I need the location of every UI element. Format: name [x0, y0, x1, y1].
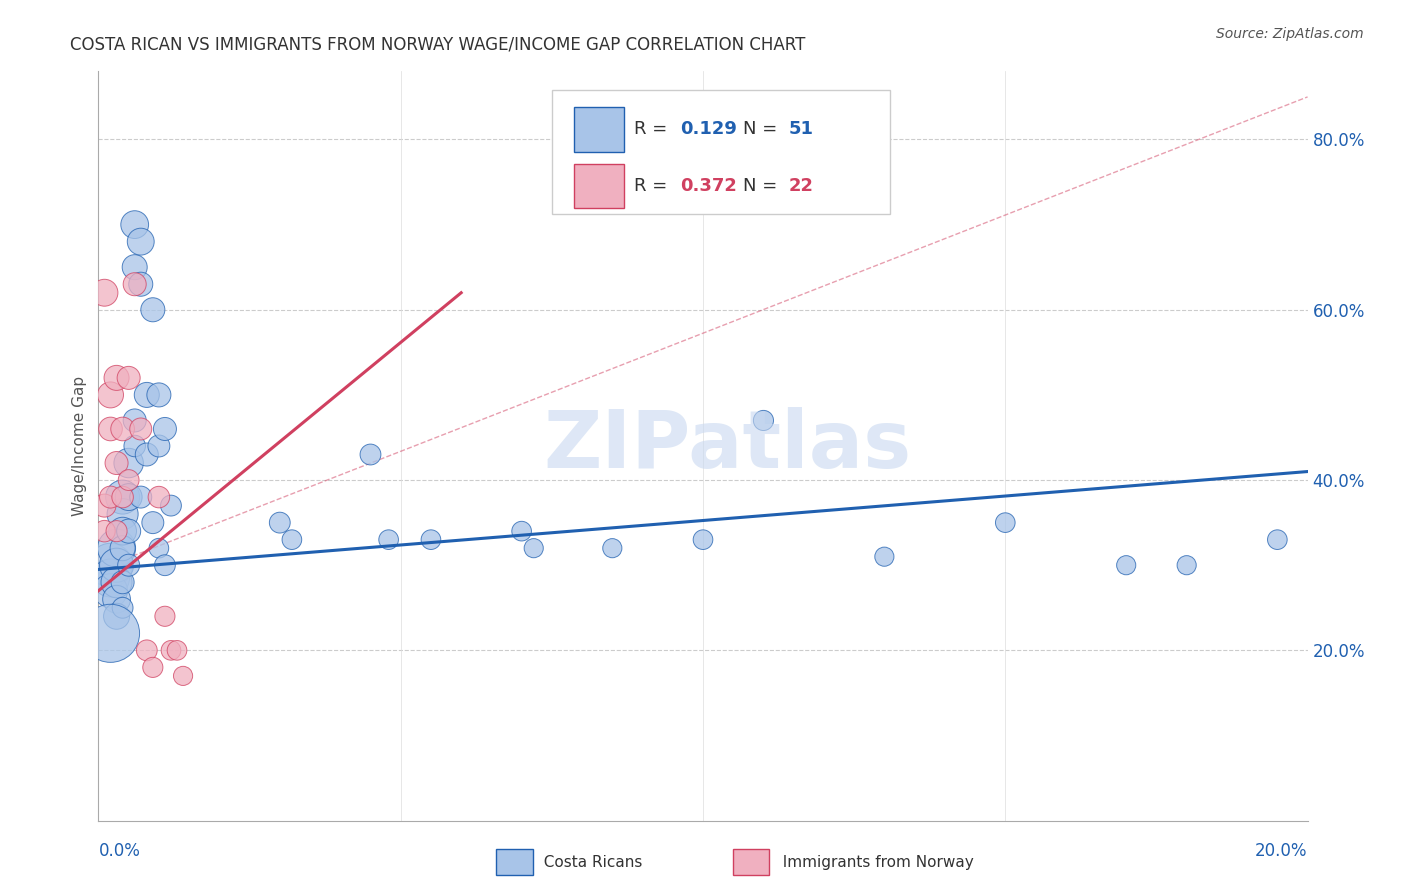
Point	[166, 643, 188, 657]
Point	[360, 448, 382, 462]
Point	[118, 371, 141, 385]
Point	[118, 473, 141, 487]
Point	[153, 558, 176, 573]
Point	[118, 490, 141, 504]
Text: N =: N =	[742, 177, 783, 194]
Text: Costa Ricans: Costa Ricans	[534, 855, 643, 870]
Y-axis label: Wage/Income Gap: Wage/Income Gap	[72, 376, 87, 516]
Text: Source: ZipAtlas.com: Source: ZipAtlas.com	[1216, 27, 1364, 41]
FancyBboxPatch shape	[574, 163, 624, 208]
Point	[124, 218, 146, 232]
Point	[1115, 558, 1137, 573]
Text: R =: R =	[634, 177, 673, 194]
Point	[118, 558, 141, 573]
Point	[118, 524, 141, 538]
Point	[100, 626, 122, 640]
Point	[873, 549, 896, 564]
Point	[124, 439, 146, 453]
Point	[124, 413, 146, 427]
Point	[148, 388, 170, 402]
Point	[148, 439, 170, 453]
Point	[1175, 558, 1198, 573]
Point	[135, 388, 157, 402]
Point	[124, 260, 146, 275]
Point	[111, 600, 134, 615]
Point	[129, 235, 152, 249]
Point	[160, 643, 183, 657]
Point	[148, 541, 170, 556]
Point	[105, 371, 128, 385]
Point	[523, 541, 546, 556]
Text: 0.129: 0.129	[681, 120, 737, 138]
Point	[93, 524, 115, 538]
Point	[111, 524, 134, 538]
Point	[93, 285, 115, 300]
Point	[118, 456, 141, 470]
Point	[105, 592, 128, 607]
Point	[111, 575, 134, 590]
Point	[111, 490, 134, 504]
Point	[124, 277, 146, 292]
Point	[420, 533, 443, 547]
Point	[142, 660, 165, 674]
Point	[160, 499, 183, 513]
Point	[100, 422, 122, 436]
Point	[100, 571, 122, 585]
Point	[100, 558, 122, 573]
Point	[100, 490, 122, 504]
Point	[377, 533, 399, 547]
Point	[281, 533, 304, 547]
Text: 51: 51	[789, 120, 814, 138]
Text: 22: 22	[789, 177, 814, 194]
Text: 0.372: 0.372	[681, 177, 737, 194]
Point	[153, 422, 176, 436]
FancyBboxPatch shape	[574, 107, 624, 152]
Point	[752, 413, 775, 427]
Point	[142, 516, 165, 530]
Text: R =: R =	[634, 120, 673, 138]
Point	[105, 541, 128, 556]
Point	[105, 456, 128, 470]
Point	[111, 541, 134, 556]
Text: N =: N =	[742, 120, 783, 138]
FancyBboxPatch shape	[551, 90, 890, 214]
Point	[111, 507, 134, 521]
Point	[129, 277, 152, 292]
Point	[142, 302, 165, 317]
FancyBboxPatch shape	[496, 849, 533, 875]
Point	[135, 643, 157, 657]
Point	[100, 583, 122, 598]
Text: Immigrants from Norway: Immigrants from Norway	[773, 855, 974, 870]
Point	[148, 490, 170, 504]
Point	[111, 422, 134, 436]
Point	[105, 575, 128, 590]
Point	[172, 669, 194, 683]
Text: 20.0%: 20.0%	[1256, 842, 1308, 860]
Point	[105, 524, 128, 538]
Point	[93, 499, 115, 513]
Point	[111, 490, 134, 504]
Text: ZIPatlas: ZIPatlas	[543, 407, 911, 485]
Point	[129, 490, 152, 504]
Text: COSTA RICAN VS IMMIGRANTS FROM NORWAY WAGE/INCOME GAP CORRELATION CHART: COSTA RICAN VS IMMIGRANTS FROM NORWAY WA…	[70, 36, 806, 54]
Point	[269, 516, 291, 530]
Point	[105, 609, 128, 624]
Point	[153, 609, 176, 624]
Point	[602, 541, 624, 556]
Point	[129, 422, 152, 436]
Point	[1267, 533, 1289, 547]
Point	[692, 533, 714, 547]
Point	[100, 388, 122, 402]
Point	[105, 558, 128, 573]
Text: 0.0%: 0.0%	[98, 842, 141, 860]
Point	[135, 448, 157, 462]
Point	[510, 524, 533, 538]
Point	[994, 516, 1017, 530]
FancyBboxPatch shape	[733, 849, 769, 875]
